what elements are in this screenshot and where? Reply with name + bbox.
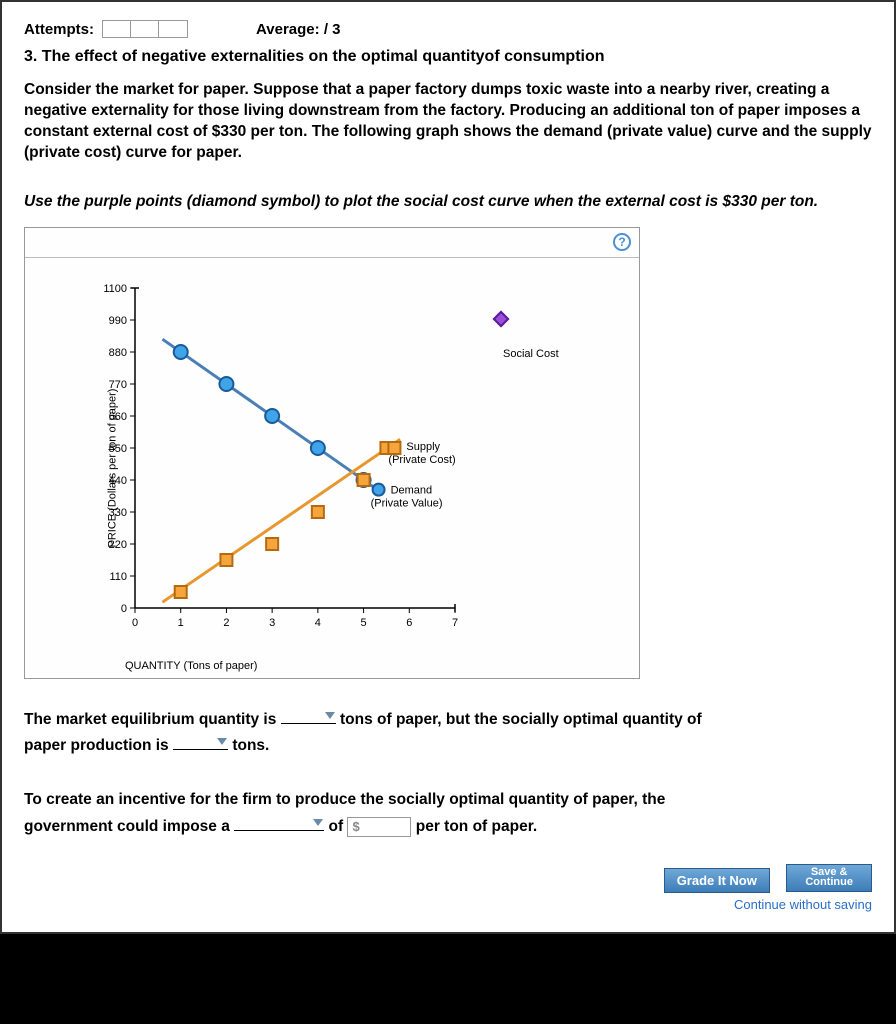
attempt-slot[interactable] xyxy=(103,21,131,37)
svg-text:770: 770 xyxy=(109,379,127,391)
text: of xyxy=(328,818,343,835)
question-prompt: Consider the market for paper. Suppose t… xyxy=(24,80,872,164)
attempt-slot[interactable] xyxy=(131,21,159,37)
optimal-qty-dropdown[interactable] xyxy=(173,734,228,750)
svg-text:440: 440 xyxy=(109,475,127,487)
question-title-text: The effect of negative externalities on … xyxy=(42,48,605,65)
svg-text:1100: 1100 xyxy=(103,283,127,295)
average-value: / 3 xyxy=(324,21,341,38)
text: government could impose a xyxy=(24,818,230,835)
text: per ton of paper. xyxy=(416,818,537,835)
text: paper production is xyxy=(24,737,169,754)
save-continue-button[interactable]: Save & Continue xyxy=(786,864,872,892)
chart-svg[interactable]: 0 110 220 330 440 550 660 770 880 990 1100 0 1 2 3 4 5 6 7… xyxy=(65,268,625,648)
svg-text:0: 0 xyxy=(132,617,138,629)
svg-text:0: 0 xyxy=(121,603,127,615)
text: tons of paper, but the socially optimal … xyxy=(340,711,702,728)
attempt-boxes xyxy=(102,20,188,38)
x-axis-label: QUANTITY (Tons of paper) xyxy=(125,660,257,672)
svg-text:Supply: Supply xyxy=(406,441,440,453)
average-label: Average: xyxy=(256,21,320,38)
grade-button[interactable]: Grade It Now xyxy=(664,868,770,893)
save-bottom: Continue xyxy=(805,876,853,888)
footer-actions: Grade It Now Save & Continue Continue wi… xyxy=(24,864,872,912)
svg-text:6: 6 xyxy=(406,617,412,629)
svg-text:220: 220 xyxy=(109,539,127,551)
diamond-icon xyxy=(493,310,510,327)
fill-in-section-2: To create an incentive for the firm to p… xyxy=(24,787,872,840)
svg-text:1: 1 xyxy=(178,617,184,629)
svg-text:660: 660 xyxy=(109,411,127,423)
social-cost-label: Social Cost xyxy=(503,348,559,360)
policy-dropdown[interactable] xyxy=(234,815,324,831)
equilibrium-qty-dropdown[interactable] xyxy=(281,708,336,724)
question-instruction: Use the purple points (diamond symbol) t… xyxy=(24,192,872,213)
attempts-header: Attempts: Average: / 3 xyxy=(24,20,872,38)
attempts-label: Attempts: xyxy=(24,21,94,38)
graph-body[interactable]: PRICE (Dollars per ton of paper) 0110220… xyxy=(25,258,639,678)
svg-text:(Private Cost): (Private Cost) xyxy=(388,454,455,466)
text: To create an incentive for the firm to p… xyxy=(24,791,665,808)
svg-text:5: 5 xyxy=(361,617,367,629)
svg-text:3: 3 xyxy=(269,617,275,629)
continue-without-saving-link[interactable]: Continue without saving xyxy=(24,897,872,912)
svg-text:110: 110 xyxy=(109,571,127,583)
text: tons. xyxy=(232,737,269,754)
svg-text:4: 4 xyxy=(315,617,321,629)
attempt-slot[interactable] xyxy=(159,21,187,37)
help-icon[interactable]: ? xyxy=(613,233,631,251)
svg-text:Demand: Demand xyxy=(391,484,433,496)
average-display: Average: / 3 xyxy=(256,21,341,38)
question-page: Attempts: Average: / 3 3. The effect of … xyxy=(0,0,896,934)
fill-in-section: The market equilibrium quantity is tons … xyxy=(24,707,872,760)
social-cost-tool[interactable] xyxy=(495,313,513,325)
svg-text:7: 7 xyxy=(452,617,458,629)
svg-text:990: 990 xyxy=(109,315,127,327)
svg-text:(Private Value): (Private Value) xyxy=(371,497,443,509)
graph-panel: ? PRICE (Dollars per ton of paper) 01102… xyxy=(24,227,640,679)
svg-text:880: 880 xyxy=(109,347,127,359)
question-number: 3. xyxy=(24,48,37,65)
text: The market equilibrium quantity is xyxy=(24,711,276,728)
svg-text:330: 330 xyxy=(109,507,127,519)
amount-input[interactable]: $ xyxy=(347,817,411,837)
svg-text:2: 2 xyxy=(223,617,229,629)
graph-toolbar: ? xyxy=(25,228,639,258)
question-title: 3. The effect of negative externalities … xyxy=(24,48,872,66)
svg-text:550: 550 xyxy=(109,443,127,455)
